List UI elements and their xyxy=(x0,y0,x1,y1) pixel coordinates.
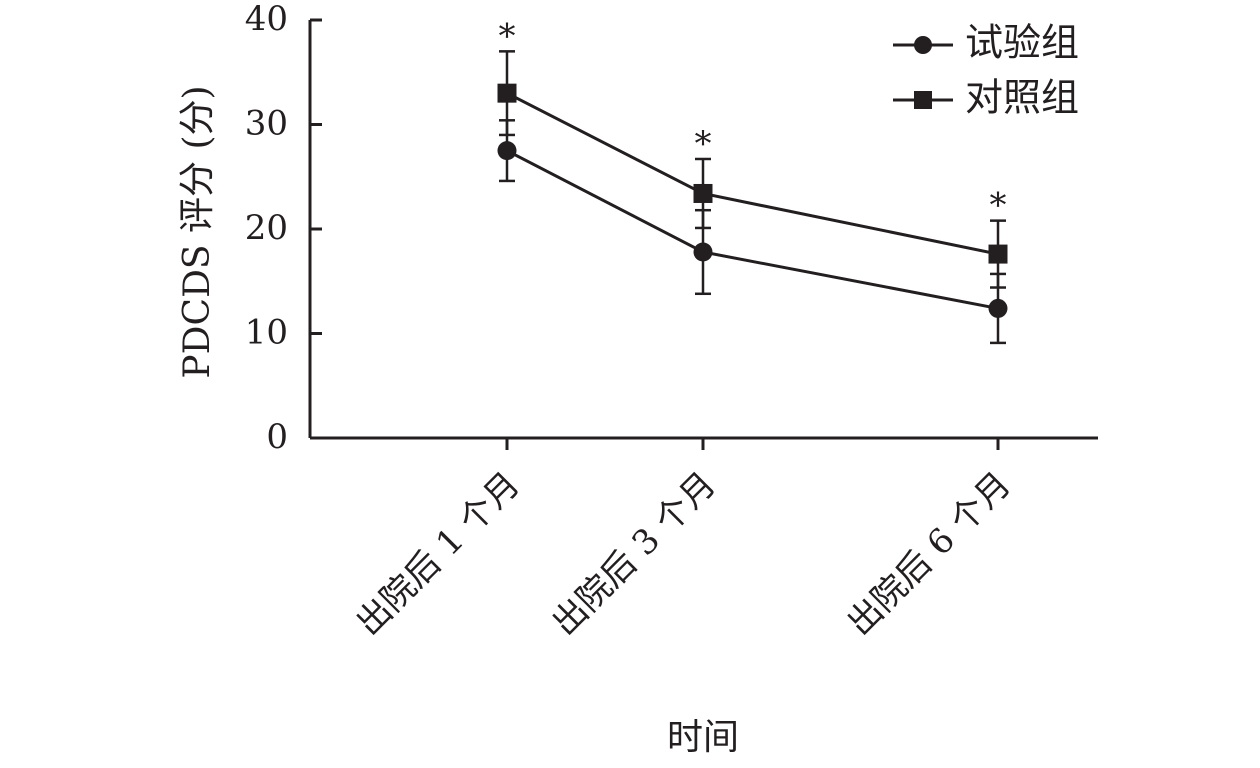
data-point-circle xyxy=(988,298,1008,318)
series-line xyxy=(506,149,999,310)
y-tick-label: 10 xyxy=(245,313,288,353)
legend: 试验组 对照组 xyxy=(893,21,1079,120)
y-tick-label: 30 xyxy=(245,104,288,144)
y-tick-label: 20 xyxy=(245,208,288,248)
legend-marker-circle xyxy=(914,36,932,54)
y-tick-label: 40 xyxy=(245,0,288,39)
data-point-circle xyxy=(693,242,713,262)
legend-item-trial: 试验组 xyxy=(893,21,1079,65)
y-ticks: 0 10 20 30 40 xyxy=(245,0,322,457)
significance-markers: * * * xyxy=(499,16,1007,225)
data-point-circle xyxy=(497,141,517,161)
data-point-square xyxy=(693,183,713,203)
legend-label-control: 对照组 xyxy=(965,76,1079,120)
significance-star: * xyxy=(499,16,516,56)
x-category-label: 出院后 6 个月 xyxy=(840,464,1019,643)
legend-item-control: 对照组 xyxy=(893,76,1079,120)
series-line xyxy=(506,91,999,256)
series-trial xyxy=(497,119,1008,345)
series-control xyxy=(497,50,1008,289)
y-tick-label: 0 xyxy=(266,417,288,457)
x-axis-title: 时间 xyxy=(667,717,739,758)
x-ticks: 出院后 1 个月 出院后 3 个月 出院后 6 个月 xyxy=(349,438,1019,644)
x-category-label: 出院后 1 个月 xyxy=(349,464,528,643)
series-layer xyxy=(497,50,1008,345)
y-axis-title: PDCDS 评分 (分) xyxy=(177,85,218,378)
legend-marker-square xyxy=(914,91,932,109)
x-category-label: 出院后 3 个月 xyxy=(545,464,724,643)
significance-star: * xyxy=(990,186,1007,226)
data-point-square xyxy=(988,244,1008,264)
legend-label-trial: 试验组 xyxy=(965,21,1079,65)
data-point-square xyxy=(497,83,517,103)
significance-star: * xyxy=(695,124,712,164)
